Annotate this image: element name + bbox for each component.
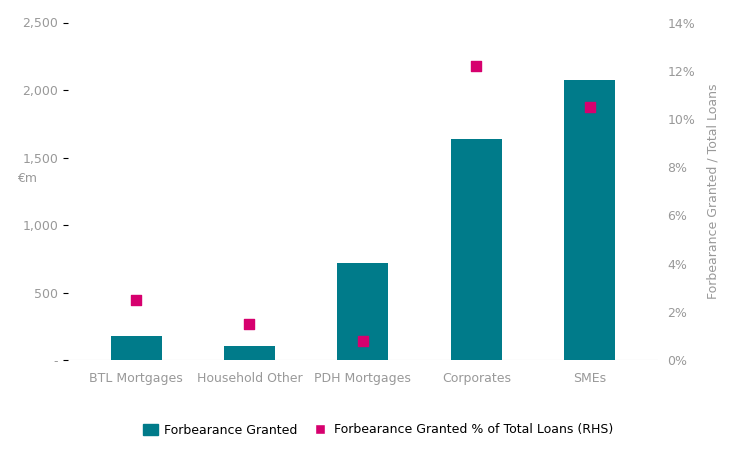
- Bar: [564, 80, 615, 360]
- Bar: [110, 337, 162, 360]
- Bar: [337, 263, 389, 360]
- Bar: [224, 346, 275, 360]
- Point: [584, 104, 596, 111]
- Point: [243, 320, 256, 328]
- Point: [470, 62, 482, 69]
- Y-axis label: Forbearance Granted / Total Loans: Forbearance Granted / Total Loans: [706, 84, 720, 299]
- Point: [357, 337, 369, 344]
- Point: [130, 296, 142, 303]
- Y-axis label: €m: €m: [17, 171, 37, 184]
- Bar: [451, 139, 502, 360]
- Legend: Forbearance Granted, Forbearance Granted % of Total Loans (RHS): Forbearance Granted, Forbearance Granted…: [138, 418, 618, 441]
